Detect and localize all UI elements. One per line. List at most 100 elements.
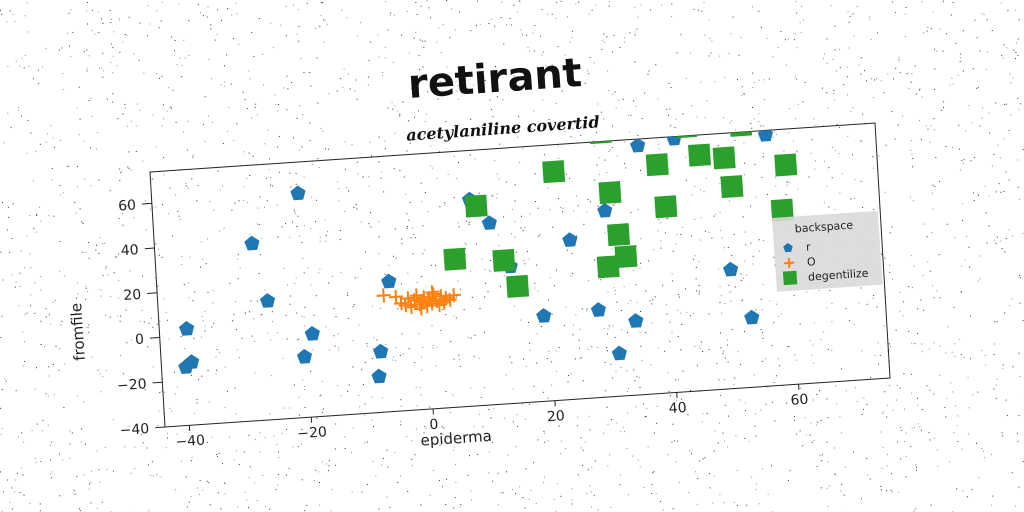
- noise-dot: [333, 335, 335, 336]
- noise-dot: [965, 130, 967, 132]
- noise-dot: [351, 451, 352, 453]
- noise-dot: [951, 351, 953, 353]
- noise-dot: [334, 448, 336, 450]
- noise-dot: [580, 447, 582, 449]
- noise-dot: [981, 117, 983, 119]
- noise-dot: [960, 292, 962, 294]
- noise-dot: [744, 260, 746, 262]
- noise-dot: [1005, 171, 1007, 173]
- noise-dot: [424, 249, 426, 251]
- noise-dot: [834, 25, 836, 27]
- noise-dot: [354, 90, 356, 92]
- noise-dot: [764, 99, 765, 100]
- noise-dot: [996, 321, 998, 323]
- noise-dot: [693, 8, 695, 10]
- noise-dot: [464, 248, 466, 250]
- noise-dot: [886, 465, 888, 467]
- noise-dot: [959, 169, 961, 171]
- noise-dot: [22, 474, 24, 476]
- noise-dot: [871, 78, 872, 80]
- noise-dot: [820, 338, 822, 340]
- noise-dot: [988, 195, 990, 197]
- noise-dot: [412, 227, 414, 229]
- noise-dot: [371, 396, 373, 398]
- noise-dot: [645, 290, 647, 292]
- noise-dot: [147, 5, 149, 7]
- noise-dot: [269, 413, 271, 415]
- noise-dot: [670, 87, 672, 89]
- noise-dot: [459, 365, 461, 367]
- noise-dot: [156, 473, 158, 475]
- noise-dot: [385, 344, 387, 345]
- noise-dot: [872, 298, 874, 300]
- noise-dot: [99, 237, 101, 239]
- noise-dot: [915, 93, 917, 95]
- noise-dot: [597, 509, 599, 511]
- noise-dot: [698, 293, 700, 295]
- noise-dot: [594, 460, 596, 462]
- noise-dot: [696, 290, 698, 292]
- noise-dot: [598, 157, 600, 159]
- noise-dot: [623, 41, 625, 43]
- noise-dot: [979, 50, 981, 52]
- noise-dot: [691, 194, 693, 196]
- data-point-r: [751, 123, 767, 131]
- noise-dot: [286, 109, 288, 111]
- noise-dot: [733, 502, 735, 503]
- noise-dot: [682, 226, 683, 228]
- noise-dot: [922, 32, 924, 34]
- noise-dot: [442, 309, 444, 310]
- noise-dot: [464, 242, 466, 244]
- noise-dot: [500, 492, 502, 494]
- noise-dot: [455, 317, 457, 319]
- noise-dot: [39, 206, 41, 208]
- noise-dot: [378, 161, 380, 163]
- noise-dot: [689, 389, 691, 391]
- data-point-r: [290, 185, 306, 201]
- noise-dot: [892, 1, 894, 3]
- noise-dot: [476, 453, 478, 455]
- noise-dot: [610, 506, 612, 508]
- noise-dot: [741, 86, 743, 88]
- noise-dot: [614, 336, 616, 338]
- noise-dot: [968, 407, 970, 409]
- noise-dot: [718, 268, 720, 270]
- noise-dot: [367, 84, 369, 86]
- noise-dot: [570, 373, 572, 375]
- noise-dot: [750, 205, 751, 207]
- noise-dot: [606, 172, 608, 173]
- noise-dot: [328, 93, 330, 95]
- noise-dot: [589, 119, 591, 121]
- noise-dot: [773, 256, 775, 258]
- noise-dot: [498, 178, 500, 180]
- noise-dot: [455, 80, 457, 82]
- noise-dot: [954, 343, 956, 345]
- noise-dot: [185, 185, 187, 187]
- noise-dot: [7, 112, 9, 114]
- noise-dot: [249, 175, 251, 176]
- noise-dot: [42, 419, 44, 421]
- noise-dot: [26, 153, 28, 154]
- noise-dot: [723, 379, 725, 381]
- noise-dot: [166, 110, 168, 112]
- noise-dot: [523, 259, 525, 261]
- noise-dot: [814, 168, 816, 170]
- noise-dot: [188, 441, 190, 443]
- noise-dot: [356, 161, 358, 163]
- noise-dot: [335, 423, 337, 425]
- noise-dot: [391, 101, 393, 103]
- noise-dot: [90, 147, 91, 149]
- noise-dot: [273, 47, 275, 49]
- noise-dot: [82, 251, 84, 253]
- noise-dot: [951, 146, 953, 148]
- noise-dot: [606, 36, 608, 38]
- noise-dot: [162, 118, 164, 120]
- noise-dot: [1009, 305, 1011, 307]
- noise-dot: [2, 279, 4, 281]
- noise-dot: [51, 471, 53, 473]
- noise-dot: [237, 278, 239, 280]
- noise-dot: [100, 295, 102, 297]
- legend-marker-degentilize: [782, 270, 798, 286]
- noise-dot: [887, 404, 889, 406]
- noise-dot: [30, 305, 32, 307]
